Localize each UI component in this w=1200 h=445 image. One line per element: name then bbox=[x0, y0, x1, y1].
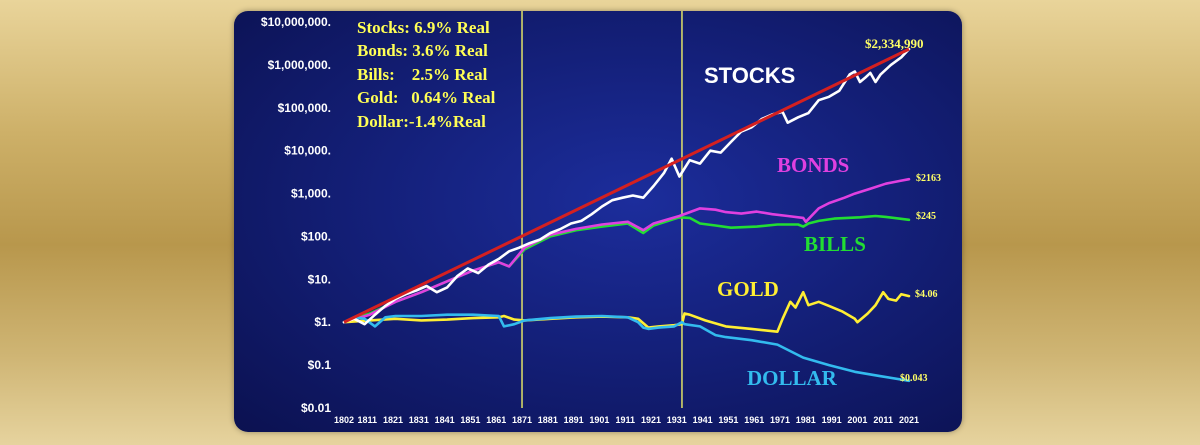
legend-bills: Bills: 2.5% Real bbox=[357, 65, 488, 84]
x-tick-label: 1841 bbox=[435, 415, 455, 425]
y-tick-label: $10,000,000. bbox=[261, 15, 331, 29]
y-tick-label: $10,000. bbox=[284, 144, 331, 158]
x-tick-label: 1881 bbox=[538, 415, 558, 425]
chart-svg: $10,000,000. $1,000,000. $100,000. $10,000.… bbox=[261, 11, 941, 425]
x-tick-label: 1961 bbox=[744, 415, 764, 425]
x-tick-label: 1911 bbox=[615, 415, 635, 425]
x-tick-label: 1941 bbox=[693, 415, 713, 425]
end-label-stocks: $2,334,990 bbox=[865, 36, 924, 51]
series-line-gold bbox=[342, 290, 911, 334]
x-tick-label: 1891 bbox=[564, 415, 584, 425]
series-line-dollar bbox=[342, 313, 911, 383]
x-tick-label: 1861 bbox=[486, 415, 506, 425]
series-label-dollar: DOLLAR bbox=[747, 366, 838, 390]
chart-panel: $10,000,000. $1,000,000. $100,000. $10,000.… bbox=[234, 11, 962, 432]
x-tick-label: 1921 bbox=[641, 415, 661, 425]
y-tick-label: $100. bbox=[301, 229, 331, 243]
series-line-bonds bbox=[342, 177, 911, 324]
y-tick-label: $0.1 bbox=[308, 358, 332, 372]
x-tick-label: 1971 bbox=[770, 415, 790, 425]
series-label-bills: BILLS bbox=[804, 232, 866, 256]
y-tick-label: $1,000. bbox=[291, 187, 331, 201]
y-tick-label: $0.01 bbox=[301, 401, 331, 415]
legend: Stocks: 6.9% Real Bonds: 3.6% Real Bills… bbox=[357, 18, 496, 131]
legend-bonds: Bonds: 3.6% Real bbox=[357, 41, 488, 60]
end-label-bonds: $2163 bbox=[916, 173, 941, 184]
x-tick-label: 1901 bbox=[589, 415, 609, 425]
y-tick-label: $100,000. bbox=[278, 101, 331, 115]
x-tick-label: 1802 bbox=[334, 415, 354, 425]
x-tick-label: 1991 bbox=[822, 415, 842, 425]
x-tick-label: 1811 bbox=[357, 415, 377, 425]
end-label-gold: $4.06 bbox=[915, 289, 938, 300]
y-tick-label: $1. bbox=[314, 315, 331, 329]
x-tick-label: 1821 bbox=[383, 415, 403, 425]
y-tick-label: $10. bbox=[308, 272, 331, 286]
legend-stocks: Stocks: 6.9% Real bbox=[357, 18, 490, 37]
series-line-stocks bbox=[342, 47, 911, 326]
series-label-bonds: BONDS bbox=[777, 153, 849, 177]
stocks-trend-line bbox=[343, 47, 910, 324]
x-tick-label: 1871 bbox=[512, 415, 532, 425]
end-label-bills: $245 bbox=[916, 211, 936, 222]
series-label-stocks: STOCKS bbox=[704, 63, 795, 88]
x-tick-label: 2011 bbox=[873, 415, 893, 425]
legend-dollar: Dollar:-1.4%Real bbox=[357, 112, 486, 131]
x-tick-label: 2021 bbox=[899, 415, 919, 425]
y-tick-label: $1,000,000. bbox=[268, 58, 331, 72]
x-tick-label: 2001 bbox=[847, 415, 867, 425]
end-label-dollar: $0.043 bbox=[900, 373, 928, 384]
x-tick-label: 1981 bbox=[796, 415, 816, 425]
x-tick-label: 1951 bbox=[718, 415, 738, 425]
x-tick-label: 1851 bbox=[460, 415, 480, 425]
x-tick-label: 1931 bbox=[667, 415, 687, 425]
x-tick-label: 1831 bbox=[409, 415, 429, 425]
legend-gold: Gold: 0.64% Real bbox=[357, 88, 496, 107]
series-label-gold: GOLD bbox=[717, 277, 779, 301]
